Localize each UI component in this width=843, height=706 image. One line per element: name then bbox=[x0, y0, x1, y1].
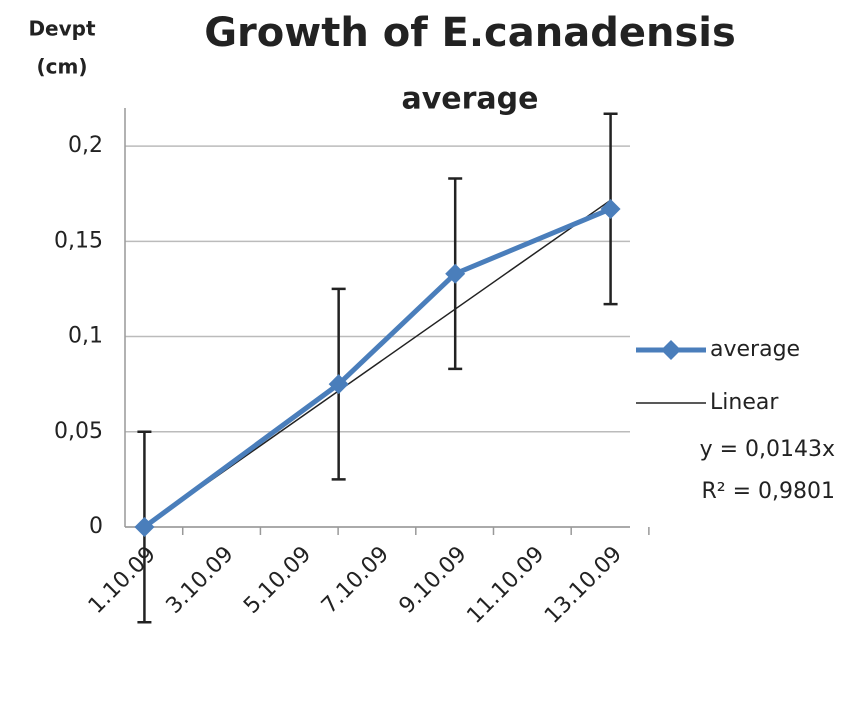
y-tick-label: 0,15 bbox=[54, 228, 103, 253]
chart-subtitle: average bbox=[401, 82, 538, 117]
series-line bbox=[142, 206, 612, 530]
marker bbox=[445, 263, 466, 284]
marker bbox=[328, 374, 349, 395]
chart-title: Growth of E.canadensis bbox=[204, 10, 736, 56]
trendline-equation: y = 0,0143x bbox=[700, 437, 835, 462]
trendline-r2: R² = 0,9801 bbox=[701, 479, 835, 504]
y-tick-label: 0,2 bbox=[68, 133, 103, 158]
y-tick-label: 0,1 bbox=[68, 324, 103, 349]
y-tick-label: 0,05 bbox=[54, 419, 103, 444]
y-tick-label: 0 bbox=[89, 514, 103, 539]
y-axis-label: (cm) bbox=[37, 55, 88, 79]
legend-label: Linear bbox=[710, 390, 779, 415]
legend-label: average bbox=[710, 337, 800, 362]
legend-marker bbox=[661, 340, 681, 360]
marker bbox=[600, 198, 621, 219]
y-axis-label: Devpt bbox=[28, 17, 96, 41]
marker bbox=[134, 517, 155, 537]
